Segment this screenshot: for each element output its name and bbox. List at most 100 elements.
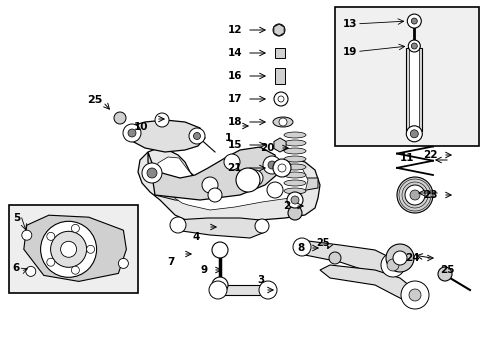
Ellipse shape	[284, 132, 305, 138]
Circle shape	[193, 132, 200, 140]
Polygon shape	[138, 148, 319, 225]
Circle shape	[328, 252, 340, 264]
Bar	[406, 48, 422, 131]
Polygon shape	[175, 218, 264, 238]
Circle shape	[409, 130, 417, 138]
Text: 15: 15	[227, 140, 242, 150]
Circle shape	[400, 281, 428, 309]
Text: 25: 25	[440, 265, 454, 275]
Circle shape	[437, 267, 451, 281]
Bar	[9, 205, 138, 293]
Circle shape	[287, 206, 302, 220]
Polygon shape	[148, 147, 280, 200]
Text: 2: 2	[282, 201, 289, 211]
Text: 25: 25	[315, 238, 329, 248]
Circle shape	[224, 154, 240, 170]
Circle shape	[408, 289, 420, 301]
Text: 21: 21	[227, 163, 242, 173]
Circle shape	[212, 242, 227, 258]
Circle shape	[41, 221, 97, 277]
Circle shape	[47, 232, 55, 240]
Circle shape	[128, 129, 136, 137]
Polygon shape	[294, 240, 397, 278]
Circle shape	[147, 168, 157, 178]
Circle shape	[406, 126, 422, 142]
Circle shape	[396, 177, 432, 213]
Polygon shape	[155, 178, 317, 202]
Circle shape	[61, 241, 77, 257]
Circle shape	[278, 96, 284, 102]
Circle shape	[279, 118, 286, 126]
Bar	[274, 68, 285, 84]
Ellipse shape	[284, 156, 305, 162]
Circle shape	[71, 266, 79, 274]
Circle shape	[409, 190, 419, 200]
Text: 8: 8	[297, 243, 305, 253]
Circle shape	[212, 277, 227, 293]
Text: 12: 12	[227, 25, 242, 35]
Circle shape	[263, 156, 281, 174]
Circle shape	[386, 259, 398, 271]
Text: 16: 16	[227, 71, 242, 81]
Circle shape	[236, 168, 260, 192]
Circle shape	[272, 24, 285, 36]
Bar	[334, 7, 478, 146]
Text: 19: 19	[342, 46, 357, 57]
Circle shape	[266, 182, 283, 198]
Circle shape	[71, 224, 79, 232]
Text: 3: 3	[257, 275, 264, 285]
Circle shape	[385, 244, 413, 272]
Circle shape	[290, 196, 298, 204]
Circle shape	[267, 161, 275, 169]
Circle shape	[142, 163, 162, 183]
Circle shape	[114, 112, 126, 124]
Circle shape	[22, 230, 32, 240]
Circle shape	[272, 159, 290, 177]
Circle shape	[407, 40, 420, 52]
Circle shape	[26, 266, 36, 276]
Bar	[274, 48, 285, 58]
Polygon shape	[215, 285, 269, 295]
Circle shape	[410, 43, 416, 49]
Circle shape	[392, 251, 406, 265]
Text: 22: 22	[423, 150, 437, 160]
Circle shape	[155, 113, 169, 127]
Text: 1: 1	[224, 133, 231, 143]
Ellipse shape	[272, 117, 292, 127]
Text: 25: 25	[86, 95, 102, 105]
Ellipse shape	[284, 148, 305, 154]
Ellipse shape	[284, 188, 305, 194]
Text: 9: 9	[201, 265, 207, 275]
Circle shape	[246, 170, 263, 186]
Text: 20: 20	[260, 143, 274, 153]
Polygon shape	[24, 215, 126, 282]
Text: 7: 7	[167, 257, 175, 267]
Bar	[408, 48, 418, 131]
Circle shape	[407, 14, 421, 28]
Circle shape	[50, 231, 86, 267]
Circle shape	[292, 238, 310, 256]
Text: 11: 11	[399, 153, 413, 163]
Circle shape	[170, 217, 185, 233]
Circle shape	[207, 188, 222, 202]
Circle shape	[208, 281, 226, 299]
Text: 13: 13	[342, 19, 357, 29]
Circle shape	[86, 245, 94, 253]
Text: 5: 5	[13, 213, 20, 223]
Circle shape	[118, 258, 128, 269]
Circle shape	[254, 219, 268, 233]
Polygon shape	[156, 157, 307, 210]
Ellipse shape	[284, 164, 305, 170]
Text: 18: 18	[227, 117, 242, 127]
Circle shape	[47, 258, 55, 266]
Text: 4: 4	[192, 232, 200, 242]
Ellipse shape	[284, 140, 305, 146]
Circle shape	[380, 253, 404, 277]
Circle shape	[278, 164, 285, 172]
Text: 6: 6	[13, 264, 20, 273]
Text: 17: 17	[227, 94, 242, 104]
Ellipse shape	[284, 180, 305, 186]
Circle shape	[189, 128, 204, 144]
Text: 24: 24	[405, 253, 419, 263]
Circle shape	[273, 92, 287, 106]
